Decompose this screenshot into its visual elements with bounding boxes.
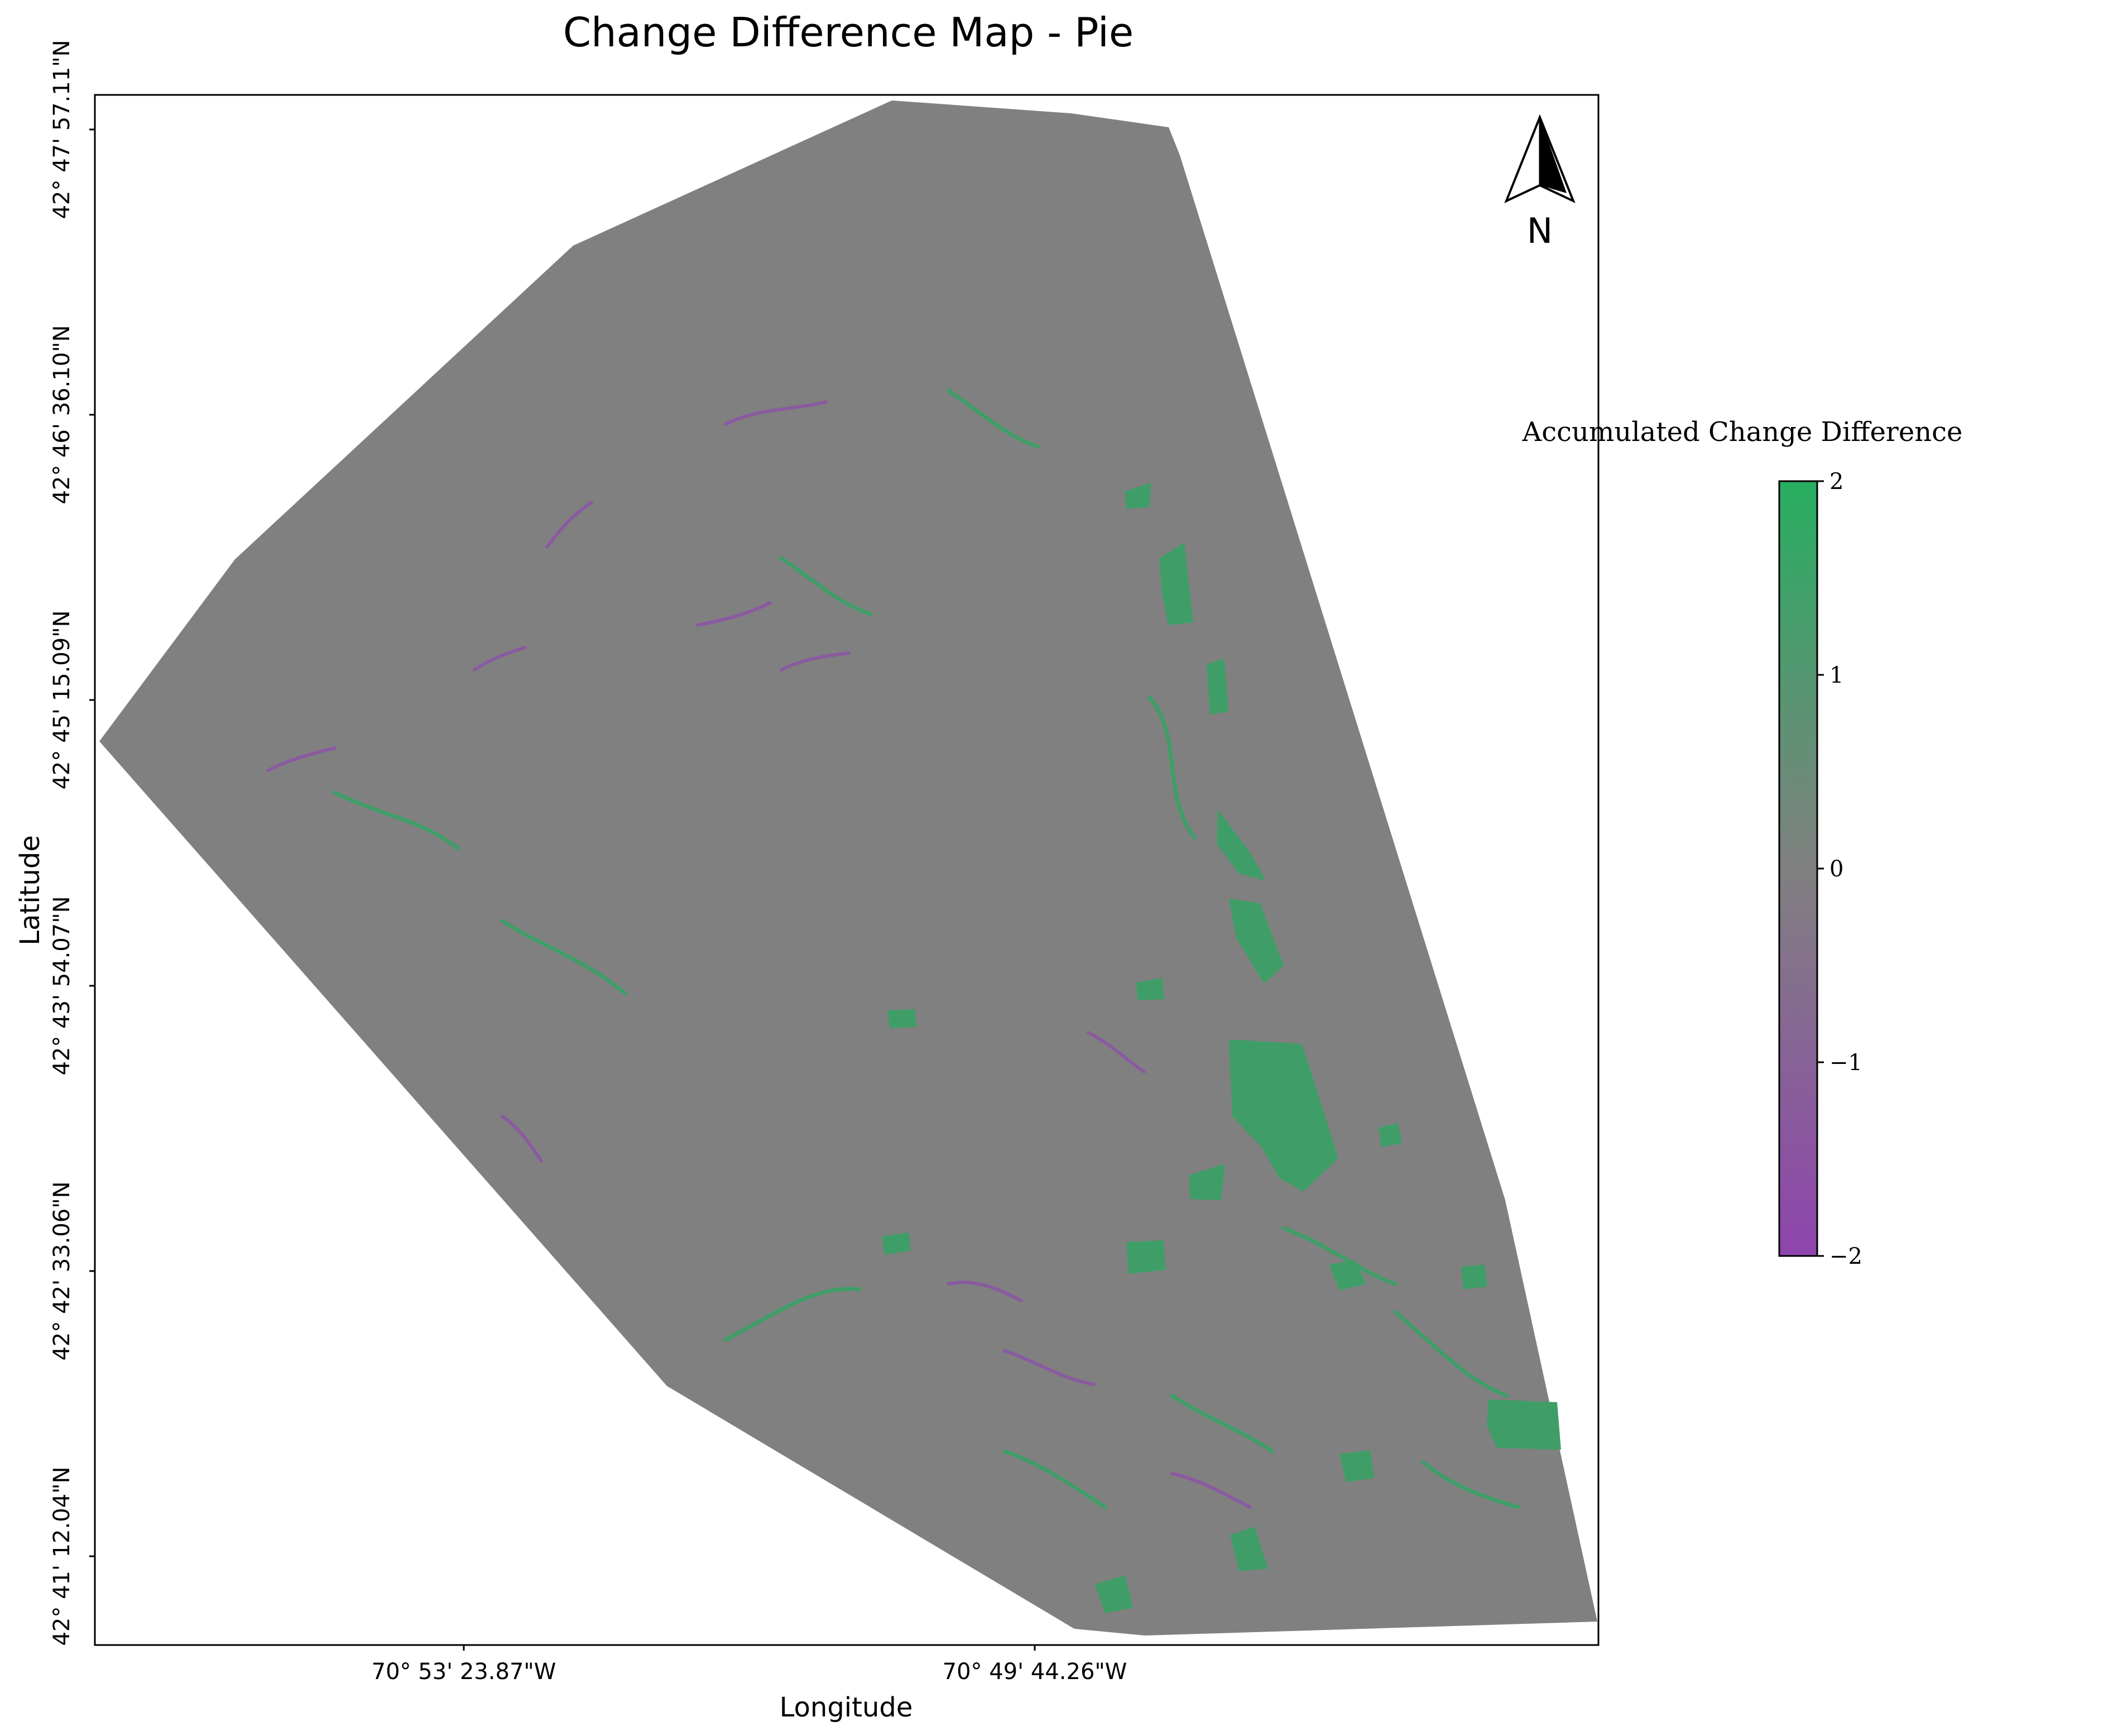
study-area-polygon xyxy=(99,100,1597,1636)
colorbar-tick-label: 0 xyxy=(1829,856,1843,882)
y-axis: 42° 47' 57.11"N 42° 46' 36.10"N 42° 45' … xyxy=(15,40,95,1646)
study-area xyxy=(99,100,1597,1636)
x-axis-ticks xyxy=(463,1645,1036,1651)
north-arrow: N xyxy=(1504,114,1576,251)
gain-lines xyxy=(333,389,1520,1509)
colorbar-tick-label: −2 xyxy=(1829,1244,1862,1269)
colorbar-gradient xyxy=(1778,480,1818,1257)
x-tick-label: 70° 53' 23.87"W xyxy=(372,1659,556,1685)
north-arrow-label: N xyxy=(1527,210,1553,251)
y-axis-ticks xyxy=(89,128,95,1557)
colorbar-tick-label: 1 xyxy=(1829,663,1843,688)
y-tick-label: 42° 42' 33.06"N xyxy=(49,1181,75,1360)
y-tick-label: 42° 47' 57.11"N xyxy=(49,40,75,219)
colorbar-ticks xyxy=(1817,480,1824,1257)
y-tick-label: 42° 46' 36.10"N xyxy=(49,325,75,504)
map-title: Change Difference Map - Pie xyxy=(563,9,1134,56)
colorbar-tick-label: 2 xyxy=(1829,469,1843,495)
colorbar: Accumulated Change Difference 2 1 0 −1 −… xyxy=(1522,416,1963,1269)
gain-patches xyxy=(882,483,1561,1613)
north-arrow-icon xyxy=(1504,114,1576,203)
colorbar-title: Accumulated Change Difference xyxy=(1522,416,1963,448)
y-axis-label: Latitude xyxy=(15,835,46,946)
y-tick-label: 42° 43' 54.07"N xyxy=(49,896,75,1075)
x-axis-label: Longitude xyxy=(780,1692,913,1723)
loss-lines xyxy=(266,400,1252,1509)
x-axis: 70° 53' 23.87"W 70° 49' 44.26"W Longitud… xyxy=(372,1645,1127,1723)
colorbar-tick-label: −1 xyxy=(1829,1050,1862,1076)
map-frame xyxy=(94,94,1600,1646)
y-tick-label: 42° 41' 12.04"N xyxy=(49,1466,75,1646)
x-tick-label: 70° 49' 44.26"W xyxy=(943,1659,1127,1685)
y-tick-label: 42° 45' 15.09"N xyxy=(49,610,75,789)
